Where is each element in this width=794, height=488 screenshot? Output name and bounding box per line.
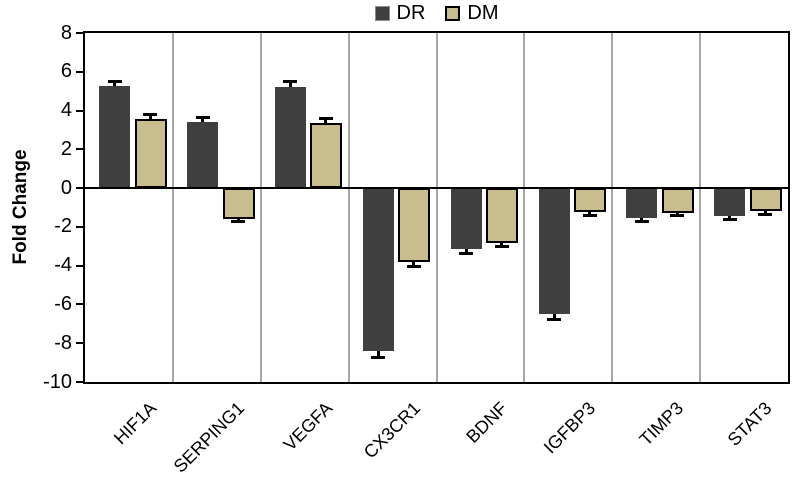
y-tick-mark	[76, 342, 83, 345]
error-cap-DR-TIMP3	[634, 220, 649, 224]
zero-baseline	[85, 187, 788, 190]
y-tick-mark	[76, 148, 83, 151]
y-tick-mark	[76, 187, 83, 190]
y-tick-label: -2	[54, 215, 72, 238]
error-bar-DR-CX3CR1	[376, 350, 380, 358]
bar-DR-TIMP3	[626, 188, 658, 219]
y-tick-label: 6	[60, 60, 72, 83]
legend-label-dm: DM	[467, 2, 499, 24]
legend-item-dr: DR	[374, 2, 426, 25]
y-tick-mark	[76, 32, 83, 34]
y-tick-mark	[76, 70, 83, 73]
bar-DM-VEGFA	[310, 123, 343, 189]
gridline	[435, 33, 438, 382]
gridline	[171, 33, 174, 382]
error-cap-DM-BDNF	[494, 245, 509, 249]
y-tick-label: 4	[60, 99, 72, 122]
y-tick-label: -4	[54, 254, 72, 277]
bar-DM-STAT3	[749, 188, 782, 212]
error-bar-DM-VEGFA	[324, 118, 328, 124]
y-tick-label: -8	[54, 331, 72, 354]
plot-area	[83, 31, 790, 384]
bar-DR-BDNF	[450, 188, 482, 250]
bar-DM-CX3CR1	[398, 188, 431, 262]
x-axis-label-STAT3: STAT3	[723, 398, 776, 450]
error-bar-DR-VEGFA	[288, 81, 292, 88]
y-tick-label: -6	[54, 292, 72, 315]
bar-DR-VEGFA	[274, 87, 306, 189]
bar-DR-SERPING1	[187, 122, 219, 189]
y-tick-label: 2	[60, 137, 72, 160]
y-axis-title: Fold Change	[10, 149, 31, 265]
error-cap-DM-SERPING1	[231, 220, 246, 224]
gridline	[523, 33, 526, 382]
error-bar-DR-IGFBP3	[552, 314, 556, 320]
error-bar-DM-HIF1A	[148, 114, 152, 120]
error-cap-DR-IGFBP3	[547, 317, 562, 321]
error-cap-DR-BDNF	[459, 252, 474, 256]
error-cap-DM-VEGFA	[318, 117, 333, 121]
error-cap-DR-VEGFA	[283, 80, 298, 84]
error-bar-DR-SERPING1	[201, 117, 205, 123]
x-axis-label-TIMP3: TIMP3	[635, 398, 688, 450]
error-cap-DR-STAT3	[722, 218, 737, 222]
error-bar-DR-BDNF	[464, 249, 468, 255]
error-cap-DR-CX3CR1	[371, 355, 386, 359]
x-axis-label-HIF1A: HIF1A	[109, 398, 161, 449]
error-cap-DM-IGFBP3	[582, 214, 597, 218]
gridline	[259, 33, 262, 382]
y-tick-mark	[76, 264, 83, 267]
y-tick-mark	[76, 225, 83, 228]
error-cap-DM-TIMP3	[670, 214, 685, 218]
bar-DR-HIF1A	[99, 86, 131, 189]
y-tick-mark	[76, 303, 83, 306]
bar-DM-BDNF	[486, 188, 519, 244]
bar-DM-TIMP3	[661, 188, 694, 214]
bar-DR-STAT3	[714, 188, 746, 217]
error-bar-DR-HIF1A	[113, 80, 117, 87]
bar-DM-HIF1A	[134, 119, 167, 189]
y-tick-label: -10	[43, 370, 72, 393]
y-tick-mark	[76, 109, 83, 112]
chart-legend: DR DM	[83, 2, 790, 25]
bar-DM-SERPING1	[222, 188, 255, 220]
error-cap-DM-CX3CR1	[406, 264, 421, 268]
error-cap-DR-HIF1A	[107, 79, 122, 83]
error-cap-DR-SERPING1	[195, 116, 210, 120]
legend-swatch-dm-icon	[445, 6, 461, 21]
legend-item-dm: DM	[445, 2, 499, 25]
x-axis-label-CX3CR1: CX3CR1	[359, 398, 424, 463]
y-tick-mark	[76, 381, 83, 383]
bar-DM-IGFBP3	[574, 188, 607, 213]
gridline	[611, 33, 614, 382]
error-bar-DM-CX3CR1	[412, 261, 416, 267]
gridline	[347, 33, 350, 382]
x-axis-label-IGFBP3: IGFBP3	[540, 398, 600, 458]
error-cap-DM-HIF1A	[143, 113, 158, 117]
legend-label-dr: DR	[396, 2, 426, 24]
gridline	[699, 33, 702, 382]
bar-DR-IGFBP3	[538, 188, 570, 315]
x-axis-label-BDNF: BDNF	[462, 398, 512, 447]
x-axis-label-SERPING1: SERPING1	[169, 398, 248, 477]
legend-swatch-dr-icon	[374, 6, 390, 21]
bar-DR-CX3CR1	[362, 188, 394, 351]
y-tick-label: 8	[60, 21, 72, 44]
y-tick-label: 0	[60, 176, 72, 199]
x-axis-label-VEGFA: VEGFA	[279, 398, 336, 455]
error-cap-DM-STAT3	[758, 213, 773, 217]
